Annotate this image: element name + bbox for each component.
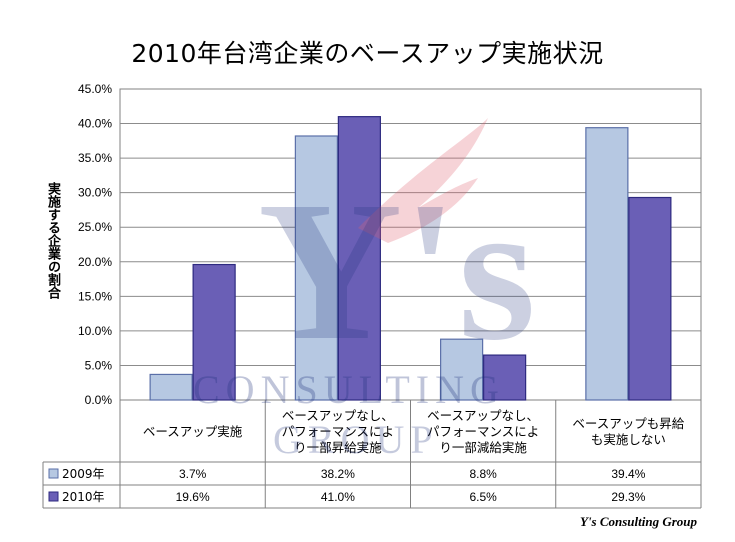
footer-credit: Y's Consulting Group [579,514,697,529]
bar [483,354,527,401]
chart-title: 2010年台湾企業のベースアップ実施状況 [131,39,604,68]
table-value: 3.7% [179,467,207,481]
legend-label: 2010年 [62,490,105,504]
bar [585,127,629,401]
table-value: 41.0% [321,490,355,504]
category-label: ベースアップなし、 [427,408,539,423]
bar [440,338,484,401]
y-tick-label: 15.0% [78,289,112,303]
category-label: パフォーマンスによ [282,424,394,439]
table-value: 6.5% [469,490,497,504]
y-tick-label: 10.0% [78,324,112,338]
y-tick-label: 5.0% [85,358,113,372]
legend-swatch [48,468,59,479]
y-tick-label: 20.0% [78,255,112,269]
table-value: 8.8% [469,467,497,481]
y-tick-label: 45.0% [78,82,112,96]
table-value: 39.4% [611,467,645,481]
legend-swatch [48,491,59,502]
category-label: り一部減給実施 [439,440,527,455]
bar [628,196,672,401]
bar [294,135,338,401]
table-value: 19.6% [176,490,210,504]
y-tick-label: 0.0% [85,393,113,407]
y-tick-label: 30.0% [78,186,112,200]
bar [149,373,193,401]
y-tick-label: 40.0% [78,117,112,131]
category-label: パフォーマンスによ [427,424,539,439]
legend-label: 2009年 [62,467,105,481]
y-axis-label: 実施する企業の割合 [45,182,60,299]
bar [337,116,381,401]
category-label: り一部昇給実施 [294,440,382,455]
table-value: 29.3% [611,490,645,504]
bar [192,263,236,401]
table-value: 38.2% [321,467,355,481]
category-label: ベースアップ実施 [143,424,243,439]
y-tick-label: 35.0% [78,151,112,165]
y-tick-label: 25.0% [78,220,112,234]
category-label: ベースアップなし、 [282,408,394,423]
category-label: ベースアップも昇給 [572,416,684,431]
category-label: も実施しない [591,432,666,447]
